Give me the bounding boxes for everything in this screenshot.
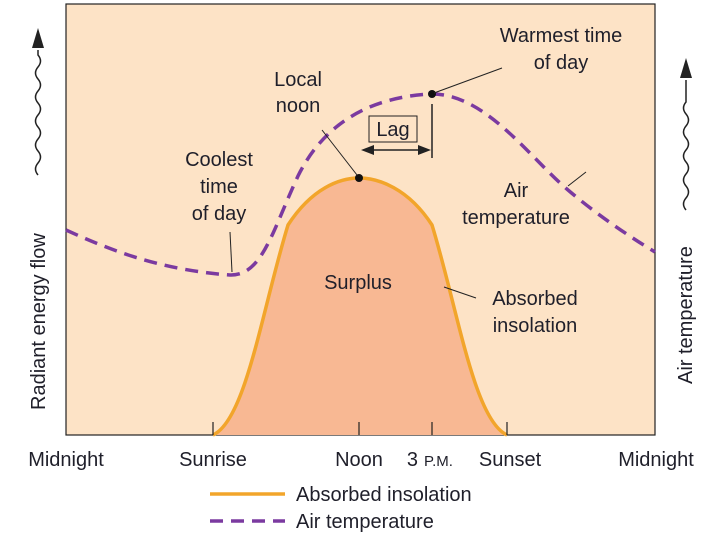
arrowhead-up-icon	[32, 28, 44, 48]
left-axis-label: Radiant energy flow	[28, 233, 50, 410]
air-temperature-curve	[65, 92, 656, 277]
right-axis-wavy-arrow	[680, 58, 692, 211]
wavy-line-icon	[682, 80, 690, 211]
lag-arrowhead-left	[361, 145, 374, 155]
local-noon-label-line2: noon	[276, 95, 321, 117]
absorbed-insolation-label-line1: Absorbed	[492, 288, 578, 310]
x-tick-labels: Midnight Sunrise Noon 3 P.M. Sunset Midn…	[28, 449, 694, 471]
air-temperature-label-line1: Air	[504, 180, 529, 202]
tick-label-3pm-number: 3	[407, 449, 418, 471]
tick-label-midnight-right: Midnight	[618, 449, 694, 471]
coolest-label-line1: Coolest	[185, 149, 253, 171]
wavy-line-icon	[34, 50, 42, 176]
coolest-label-line2: time	[200, 176, 238, 198]
warmest-label-line1: Warmest time	[500, 25, 623, 47]
x-axis-ticks	[212, 422, 508, 435]
absorbed-insolation-label-line2: insolation	[493, 315, 578, 337]
right-axis-label: Air temperature	[675, 246, 697, 384]
air-temperature-label-line2: temperature	[462, 207, 570, 229]
coolest-label-line3: of day	[192, 203, 246, 225]
warmest-point	[428, 90, 436, 98]
tick-label-sunrise: Sunrise	[179, 449, 247, 471]
local-noon-label-line1: Local	[274, 69, 322, 91]
lag-label: Lag	[376, 119, 409, 141]
tick-label-noon: Noon	[335, 449, 383, 471]
leader-lines	[229, 67, 587, 299]
legend-label-insolation: Absorbed insolation	[296, 484, 472, 506]
lag-label-box	[368, 115, 418, 143]
tick-label-3pm-unit: P.M.	[424, 453, 453, 470]
leader-coolest	[229, 231, 233, 273]
leader-air-temperature	[567, 171, 587, 187]
leader-warmest	[433, 67, 503, 94]
leader-local-noon	[321, 129, 358, 176]
leader-absorbed-insolation	[443, 286, 477, 299]
tick-label-midnight-left: Midnight	[28, 449, 104, 471]
tick-label-sunset: Sunset	[479, 449, 542, 471]
surplus-area	[213, 178, 507, 435]
lag-arrow	[361, 104, 433, 158]
surplus-label: Surplus	[324, 272, 392, 294]
left-axis-wavy-arrow	[32, 28, 44, 176]
local-noon-point	[355, 174, 363, 182]
lag-arrowhead-right	[418, 145, 431, 155]
warmest-label-line2: of day	[534, 52, 588, 74]
arrowhead-up-icon	[680, 58, 692, 78]
legend-label-air-temperature: Air temperature	[296, 511, 434, 533]
legend: Absorbed insolation Air temperature	[210, 484, 472, 533]
